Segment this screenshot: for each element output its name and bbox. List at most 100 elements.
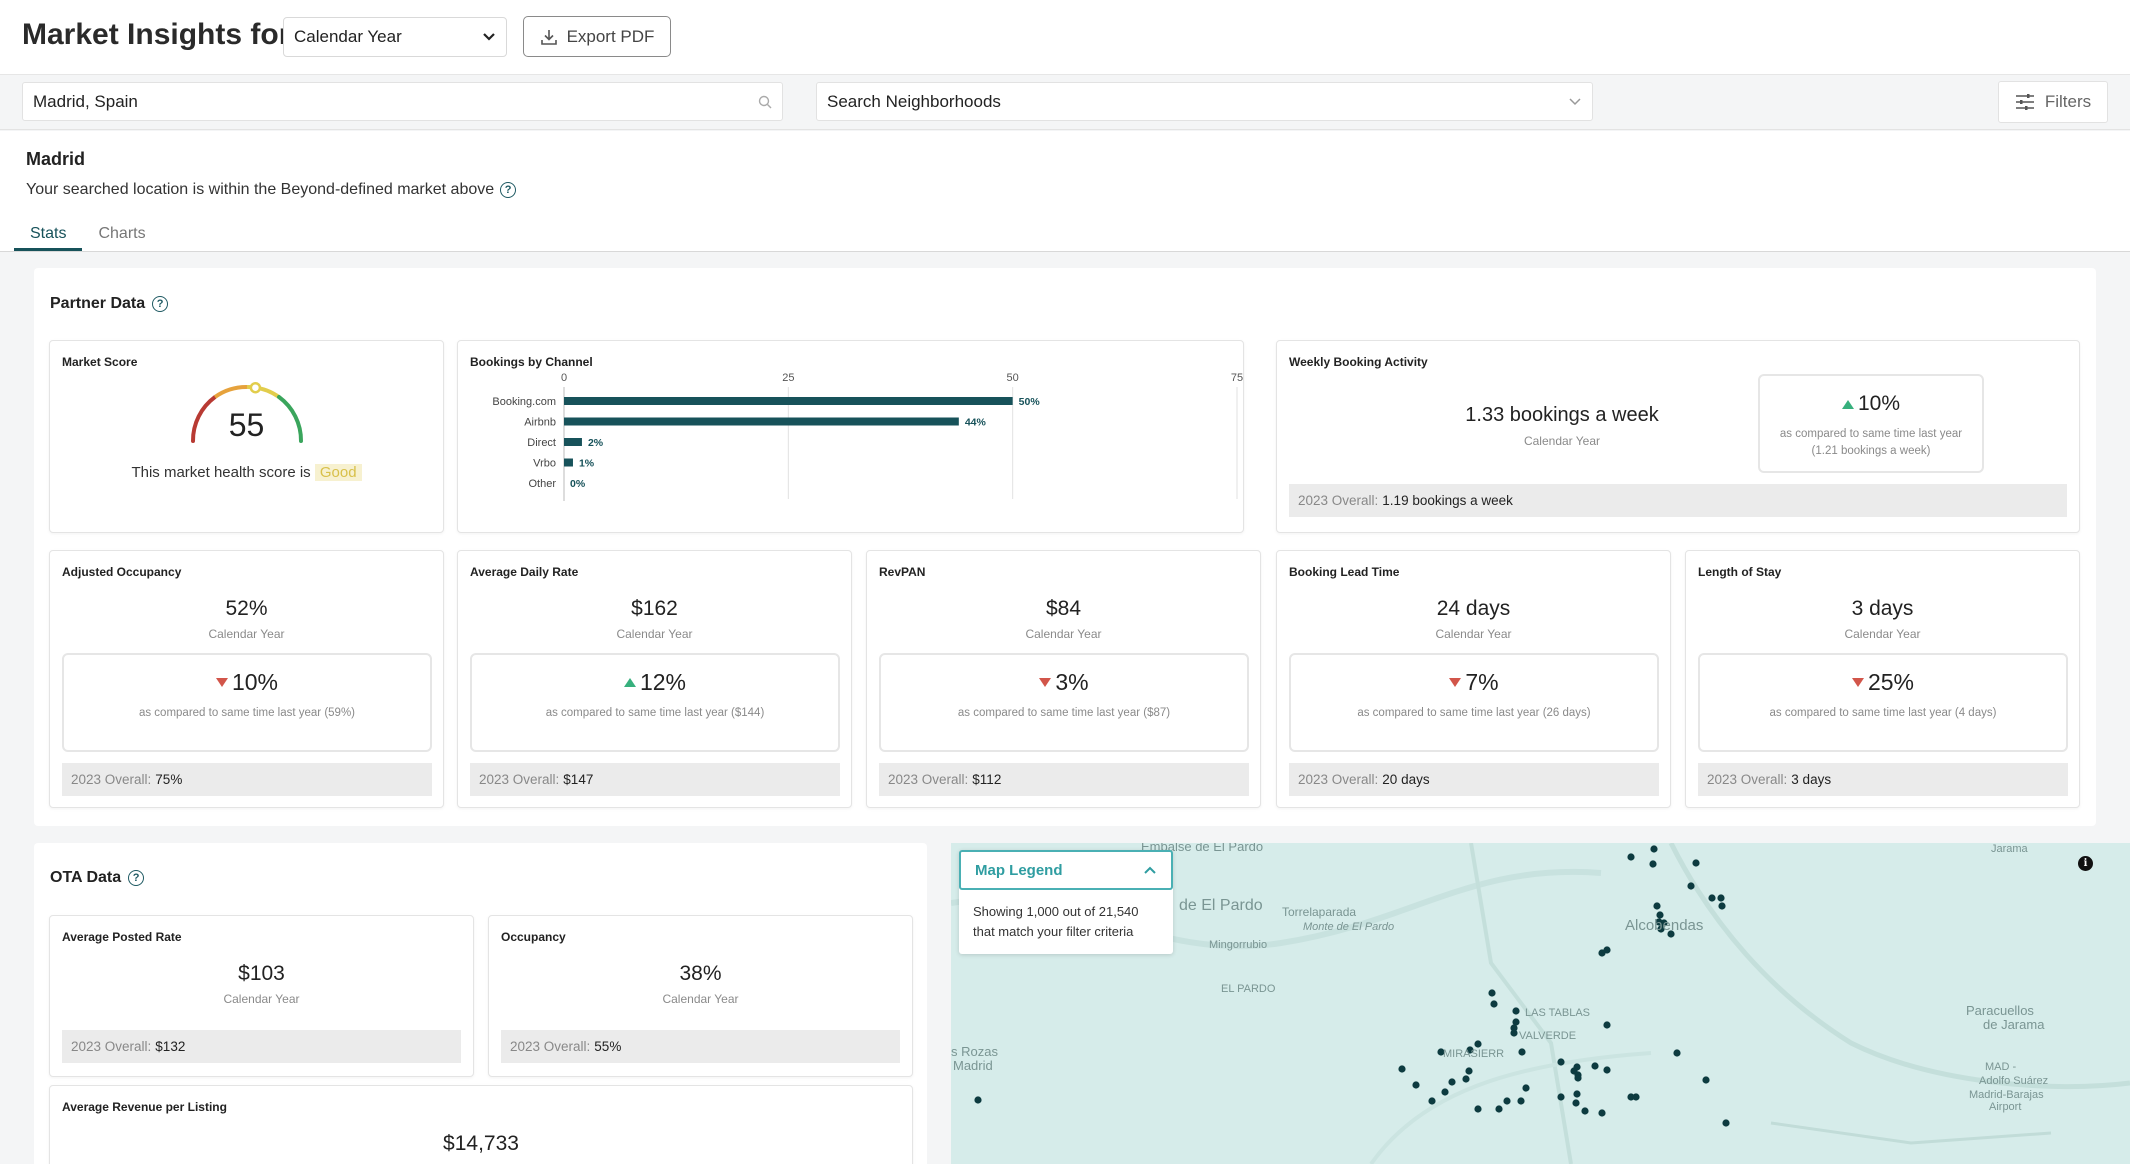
compare-text: as compared to same time last year (4 da… (1769, 707, 1997, 719)
metric-change-value: 10% (231, 669, 279, 695)
map-legend: Map Legend Showing 1,000 out of 21,540 t… (959, 850, 1173, 954)
map-place-label: Adolfo Suárez (1979, 1075, 2049, 1087)
listing-dot[interactable] (1657, 925, 1665, 933)
listing-dot[interactable] (1656, 911, 1664, 919)
listing-dot[interactable] (1632, 1093, 1640, 1101)
listing-dot[interactable] (1650, 845, 1658, 853)
help-icon[interactable]: ? (152, 296, 169, 312)
listing-dot[interactable] (1398, 1065, 1406, 1073)
listing-dot[interactable] (1573, 1090, 1581, 1098)
listing-dot[interactable] (1488, 989, 1496, 997)
location-search-input[interactable]: Madrid, Spain (22, 82, 783, 121)
listing-dot[interactable] (1627, 853, 1635, 861)
listing-dot[interactable] (1627, 1093, 1635, 1101)
neighborhood-select[interactable]: Search Neighborhoods (816, 82, 1593, 121)
export-pdf-button[interactable]: Export PDF (523, 16, 671, 57)
overall-label: 2023 Overall: (1298, 772, 1379, 787)
card-title: Average Posted Rate (62, 930, 182, 944)
listing-dot[interactable] (1598, 949, 1606, 957)
metric-change: 7% (1291, 669, 1657, 696)
map-place-label: Paracuellos (1966, 1003, 2034, 1018)
help-icon[interactable]: ? (500, 182, 517, 198)
info-icon[interactable]: i (2078, 856, 2093, 871)
listing-dot[interactable] (1466, 1046, 1474, 1054)
listing-dot[interactable] (1598, 1109, 1606, 1117)
metric-change-value: 3% (1055, 669, 1089, 695)
listing-dot[interactable] (1462, 1075, 1470, 1083)
map-place-label: Torrelaparada (1282, 905, 1357, 919)
listing-dot[interactable] (1412, 1081, 1420, 1089)
listing-dot[interactable] (1660, 919, 1668, 927)
listing-dot[interactable] (1603, 1066, 1611, 1074)
listing-dot[interactable] (1517, 1097, 1525, 1105)
card-title: Market Score (62, 355, 138, 369)
data-label: 44% (965, 417, 987, 429)
listing-dot[interactable] (1490, 1000, 1498, 1008)
listing-dot[interactable] (1428, 1097, 1436, 1105)
score-rating-badge: Good (314, 464, 362, 481)
metric-change-value: 7% (1465, 669, 1499, 695)
filters-button[interactable]: Filters (1998, 81, 2108, 123)
gauge-chart (190, 381, 304, 443)
card-title: Bookings by Channel (470, 355, 593, 369)
category-label: Direct (527, 437, 556, 449)
map-legend-toggle[interactable]: Map Legend (959, 850, 1173, 890)
listing-dot[interactable] (1448, 1078, 1456, 1086)
metric-change: 10% (64, 669, 430, 696)
listing-dot[interactable] (1718, 902, 1726, 910)
card-title: Occupancy (501, 930, 566, 944)
sliders-icon (2015, 94, 2034, 110)
listing-dot[interactable] (1708, 894, 1716, 902)
listing-dot[interactable] (1522, 1084, 1530, 1092)
listing-dot[interactable] (1441, 1088, 1449, 1096)
overall-value: 55% (594, 1039, 622, 1054)
metric-sub: Calendar Year (1025, 627, 1102, 641)
listing-dot[interactable] (1649, 860, 1657, 868)
map-place-label: Mingorrubio (1209, 939, 1268, 951)
help-icon[interactable]: ? (128, 870, 145, 886)
listing-dot[interactable] (1653, 902, 1661, 910)
metric-card: Booking Lead Time 24 days Calendar Year 7% a… (1276, 550, 1671, 808)
category-label: Other (528, 478, 556, 490)
listing-dot[interactable] (1591, 1062, 1599, 1070)
map-place-label: Madrid-Barajas (1969, 1089, 2044, 1101)
listing-dot[interactable] (1557, 1093, 1565, 1101)
category-label: Airbnb (524, 417, 556, 429)
listing-dot[interactable] (1667, 930, 1675, 938)
metric-sub: Calendar Year (208, 627, 285, 641)
overall-label: 2023 Overall: (888, 772, 969, 787)
tab-charts[interactable]: Charts (98, 225, 146, 242)
bar (564, 397, 1013, 405)
listing-dot[interactable] (1572, 1099, 1580, 1107)
listing-dot[interactable] (1437, 1048, 1445, 1056)
listing-dot[interactable] (1673, 1049, 1681, 1057)
page-title: Market Insights for (22, 18, 291, 51)
listing-dot[interactable] (1574, 1074, 1582, 1082)
listing-dot[interactable] (1503, 1097, 1511, 1105)
map-place-label: VALVERDE (1519, 1030, 1577, 1042)
listing-dot[interactable] (1518, 1048, 1526, 1056)
occupancy-value: 38% (679, 962, 722, 985)
listing-dot[interactable] (1603, 1021, 1611, 1029)
listing-dot[interactable] (1557, 1058, 1565, 1066)
listing-dot[interactable] (1717, 894, 1725, 902)
listing-dot[interactable] (1722, 1119, 1730, 1127)
metric-change-value: 25% (1867, 669, 1915, 695)
listing-dot[interactable] (1474, 1105, 1482, 1113)
tab-stats[interactable]: Stats (14, 223, 83, 251)
listing-dot[interactable] (1702, 1076, 1710, 1084)
listing-map[interactable]: Embalse de El Pardo de El Pardo Torrelapar… (951, 843, 2130, 1164)
listing-dot[interactable] (1512, 1018, 1520, 1026)
listing-dot[interactable] (1510, 1029, 1518, 1037)
listing-dot[interactable] (1465, 1067, 1473, 1075)
listing-dot[interactable] (1512, 1007, 1520, 1015)
listing-dot[interactable] (1581, 1107, 1589, 1115)
listing-dot[interactable] (1687, 882, 1695, 890)
listing-dot[interactable] (1692, 859, 1700, 867)
weekly-compare-text: as compared to same time last year (1.21… (1779, 428, 1963, 457)
listing-dot[interactable] (1495, 1105, 1503, 1113)
period-select[interactable]: Calendar Year (283, 17, 507, 57)
listing-dot[interactable] (1474, 1040, 1482, 1048)
listing-dot[interactable] (1510, 1024, 1518, 1032)
listing-dot[interactable] (974, 1096, 982, 1104)
